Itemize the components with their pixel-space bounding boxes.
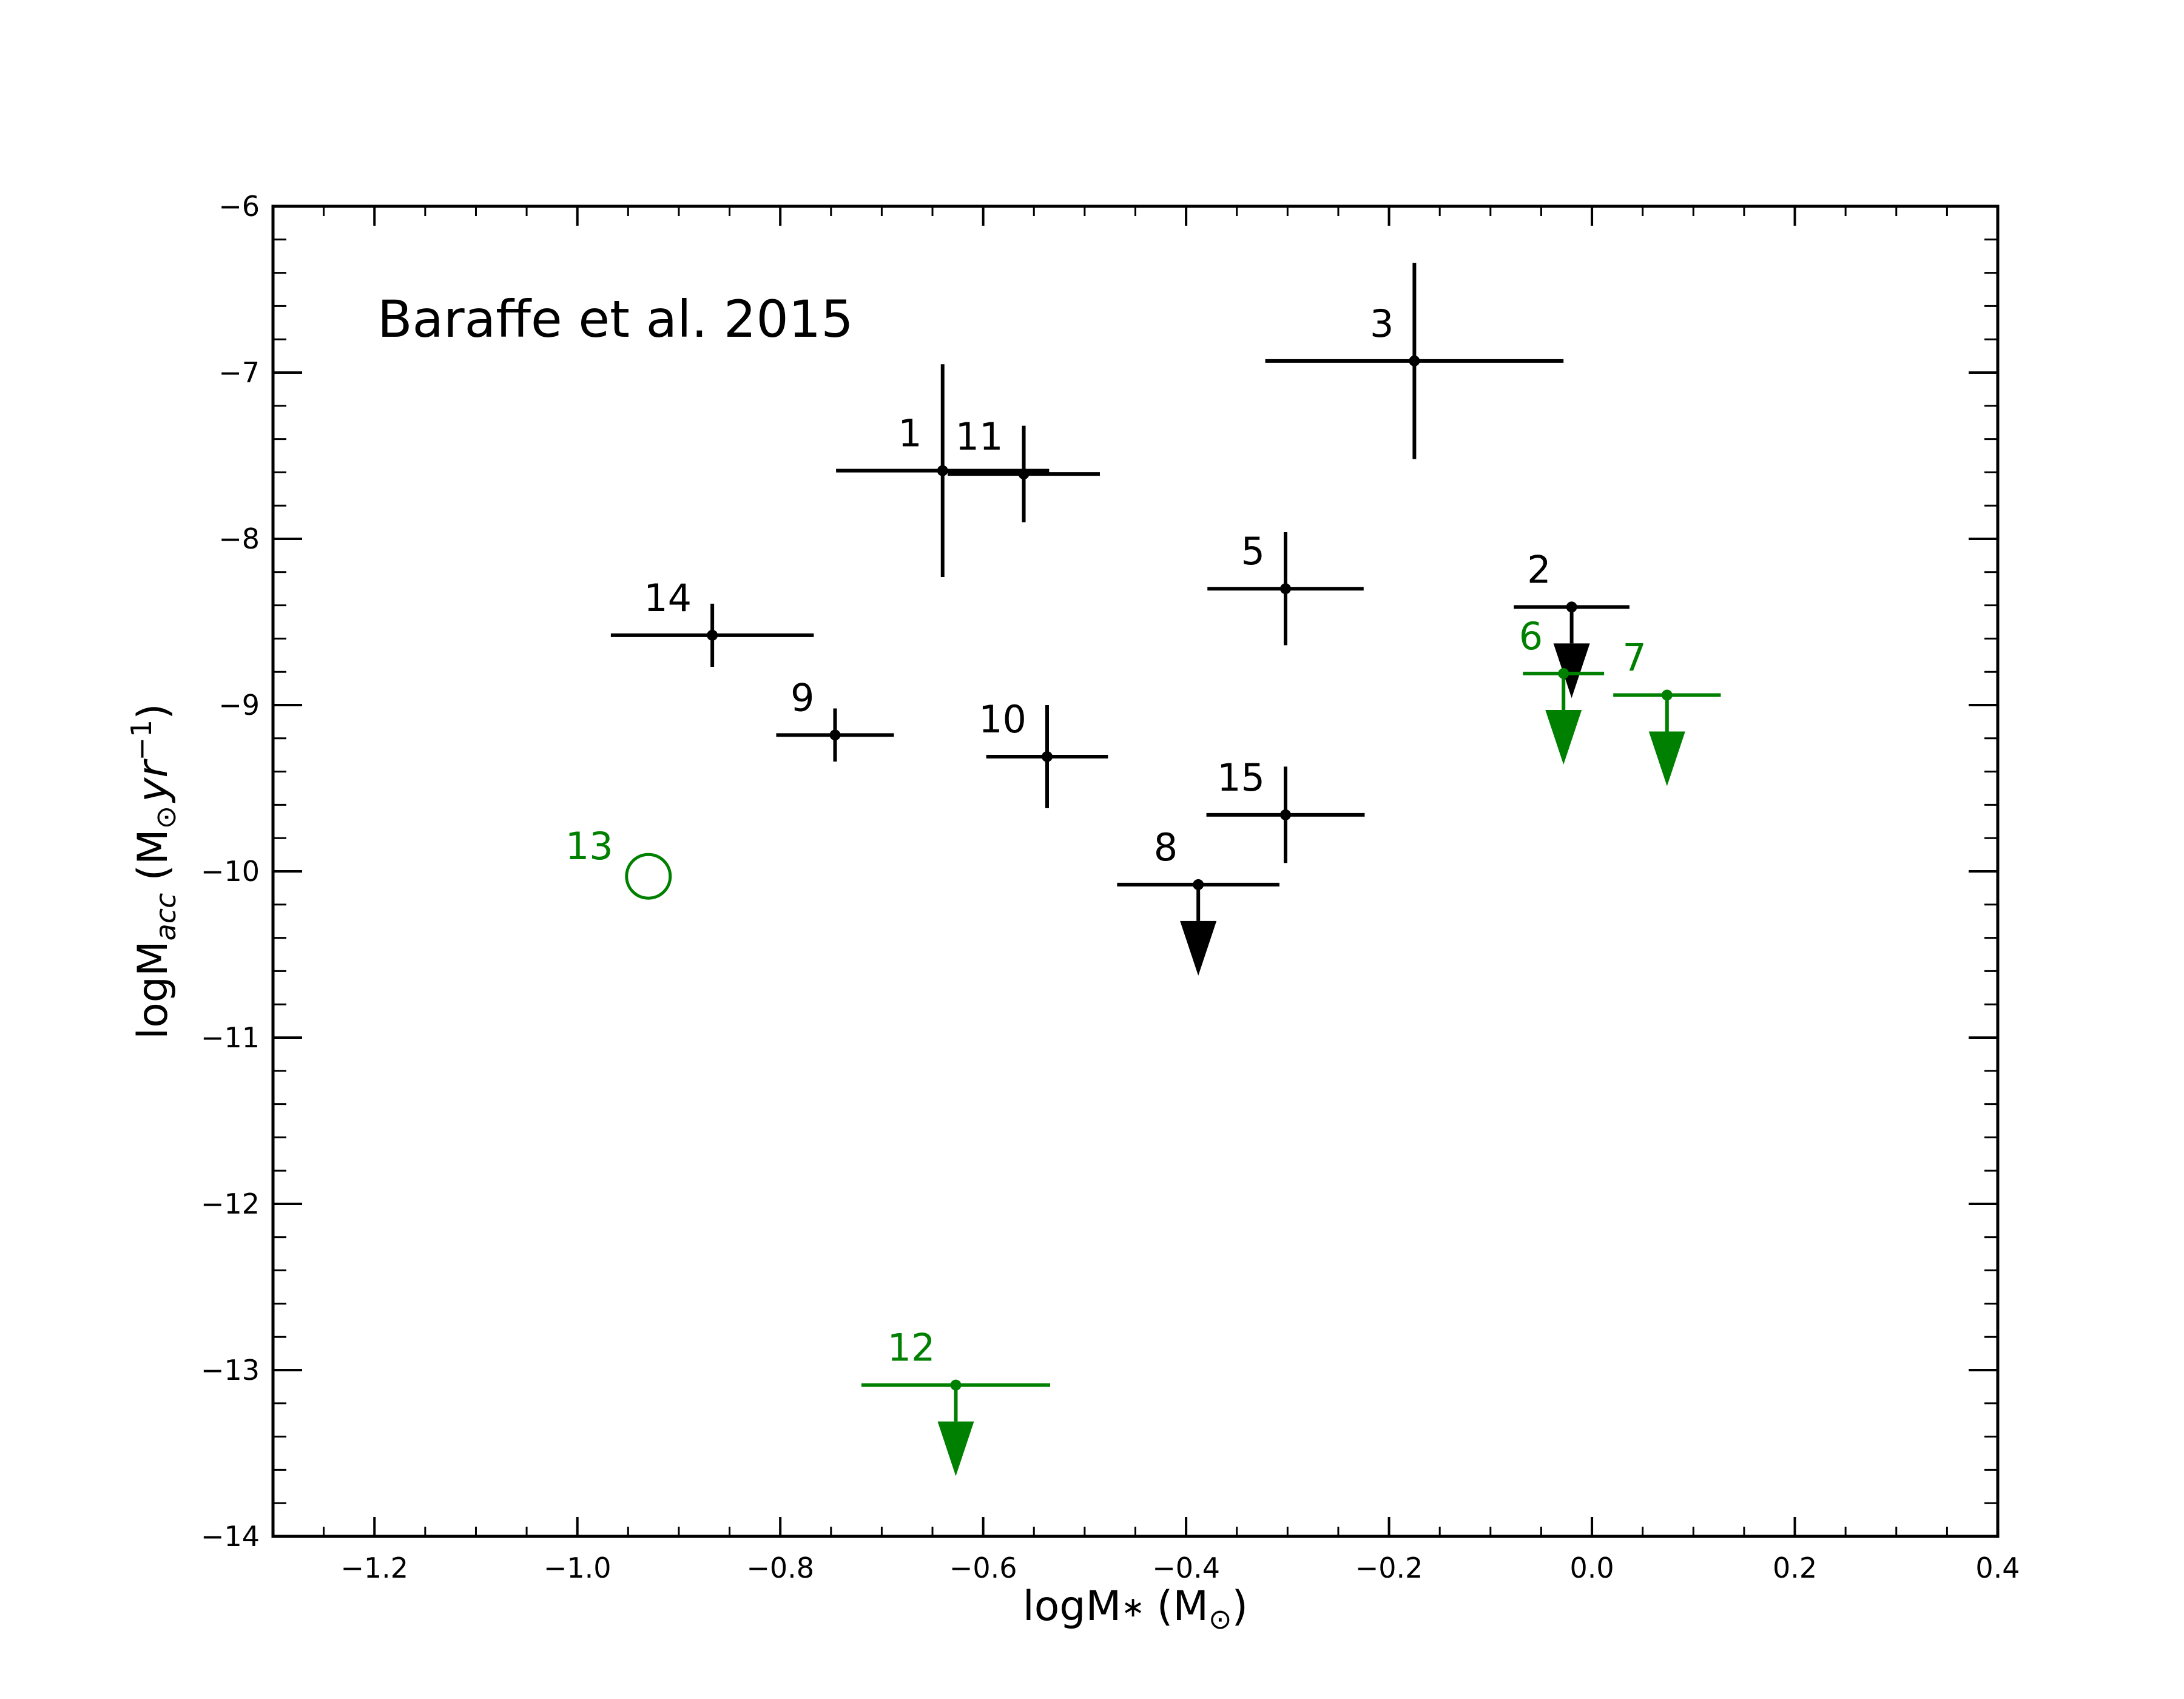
y-tick-label: −6 [218, 190, 260, 223]
data-point-6: 6 [1519, 614, 1605, 765]
point-marker [1558, 667, 1569, 679]
point-marker [1566, 601, 1577, 613]
point-marker [829, 729, 841, 741]
tick-labels: −1.2 −1.0 −0.8 −0.6 −0.4 −0.2 0.0 0.2 0.4 −14 −13 −… [201, 190, 2020, 1584]
x-tick-label: −1.0 [544, 1552, 612, 1584]
data-point-14: 14 [610, 576, 814, 667]
plot-frame [271, 204, 2000, 1538]
y-tick-label: −14 [201, 1520, 260, 1553]
y-tick-label: −10 [201, 855, 260, 888]
x-tick-label: −0.8 [746, 1552, 814, 1584]
y-tick-label: −7 [218, 356, 260, 389]
data-point-8: 8 [1117, 825, 1279, 976]
point-marker [950, 1379, 962, 1391]
x-tick-label: 0.4 [1975, 1552, 2020, 1584]
x-tick-label: −0.4 [1152, 1552, 1220, 1584]
data-point-5: 5 [1207, 529, 1364, 646]
data-point-3: 3 [1265, 263, 1564, 459]
point-marker [1409, 355, 1420, 366]
x-tick-label: 0.2 [1773, 1552, 1817, 1584]
point-label: 14 [644, 576, 692, 620]
y-axis-label: logMacc(M⊙yr−1) [125, 703, 182, 1039]
point-marker [1661, 689, 1673, 701]
data-point-15: 15 [1206, 755, 1365, 863]
data-point-7: 7 [1613, 636, 1721, 786]
data-point-12: 12 [861, 1326, 1051, 1476]
x-tick-label: −1.2 [340, 1552, 408, 1584]
point-label: 9 [790, 675, 814, 720]
upper-limit-arrow [1648, 731, 1685, 786]
point-label: 1 [898, 411, 922, 456]
point-label: 5 [1241, 529, 1265, 573]
point-label: 2 [1527, 547, 1551, 592]
point-label: 10 [979, 697, 1026, 741]
upper-limit-arrow [1553, 643, 1590, 698]
point-marker [937, 465, 948, 476]
point-label: 6 [1519, 614, 1543, 658]
x-axis-label: logM∗ (M⊙) [1023, 1582, 1248, 1635]
y-tick-label: −9 [218, 689, 260, 721]
data-point-10: 10 [979, 697, 1108, 808]
point-marker [1280, 809, 1292, 820]
data-point-9: 9 [776, 675, 894, 762]
y-tick-label: −8 [218, 522, 260, 555]
data-point-13: 13 [565, 824, 672, 900]
point-marker [1042, 751, 1053, 762]
data-point-11: 11 [948, 414, 1100, 522]
point-label: 8 [1154, 825, 1178, 870]
point-label: 15 [1217, 755, 1265, 800]
point-marker [707, 629, 718, 641]
open-circle-marker [625, 853, 672, 900]
point-label: 11 [956, 414, 1003, 459]
chart-annotation: Baraffe et al. 2015 [377, 289, 854, 349]
point-marker [1018, 468, 1030, 480]
axis-ticks [272, 205, 1999, 1538]
y-tick-label: −12 [201, 1187, 260, 1220]
upper-limit-arrow [937, 1421, 974, 1476]
point-label: 12 [888, 1326, 935, 1370]
x-tick-label: −0.6 [949, 1552, 1017, 1584]
data-point-2: 2 [1514, 547, 1630, 698]
point-label: 13 [565, 824, 613, 868]
point-marker [1193, 879, 1204, 890]
upper-limit-arrow [1545, 709, 1582, 765]
x-tick-label: −0.2 [1355, 1552, 1423, 1584]
y-tick-label: −11 [201, 1021, 260, 1054]
x-tick-label: 0.0 [1569, 1552, 1614, 1584]
upper-limit-arrow [1180, 920, 1217, 976]
data-point-1: 1 [836, 364, 1050, 578]
point-label: 3 [1370, 302, 1394, 346]
point-marker [1280, 583, 1292, 595]
y-tick-label: −13 [201, 1354, 260, 1387]
point-label: 7 [1622, 636, 1646, 680]
